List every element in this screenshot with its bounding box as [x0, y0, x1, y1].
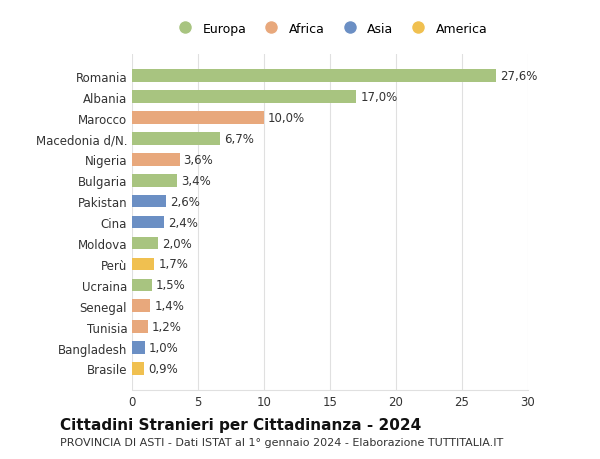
Bar [132, 300, 151, 312]
Text: PROVINCIA DI ASTI - Dati ISTAT al 1° gennaio 2024 - Elaborazione TUTTITALIA.IT: PROVINCIA DI ASTI - Dati ISTAT al 1° gen… [60, 437, 503, 447]
Text: 2,6%: 2,6% [170, 195, 200, 208]
Text: 27,6%: 27,6% [500, 70, 538, 83]
Bar [132, 258, 154, 271]
Bar [132, 112, 264, 124]
Text: 17,0%: 17,0% [361, 91, 398, 104]
Text: 2,0%: 2,0% [163, 237, 192, 250]
Bar [132, 196, 166, 208]
Bar [132, 279, 152, 291]
Text: 1,2%: 1,2% [152, 320, 182, 333]
Bar [132, 237, 158, 250]
Text: 0,9%: 0,9% [148, 362, 178, 375]
Text: Cittadini Stranieri per Cittadinanza - 2024: Cittadini Stranieri per Cittadinanza - 2… [60, 417, 421, 432]
Bar [132, 133, 220, 146]
Bar [132, 216, 164, 229]
Text: 3,6%: 3,6% [184, 154, 213, 167]
Legend: Europa, Africa, Asia, America: Europa, Africa, Asia, America [167, 18, 493, 41]
Bar [132, 154, 179, 166]
Text: 2,4%: 2,4% [167, 216, 197, 229]
Bar [132, 341, 145, 354]
Text: 10,0%: 10,0% [268, 112, 305, 125]
Bar [132, 363, 144, 375]
Text: 1,0%: 1,0% [149, 341, 179, 354]
Bar [132, 70, 496, 83]
Text: 1,7%: 1,7% [158, 258, 188, 271]
Text: 3,4%: 3,4% [181, 174, 211, 187]
Text: 6,7%: 6,7% [224, 133, 254, 146]
Text: 1,5%: 1,5% [156, 279, 185, 291]
Bar [132, 91, 356, 104]
Bar [132, 174, 177, 187]
Bar [132, 321, 148, 333]
Text: 1,4%: 1,4% [154, 300, 184, 313]
